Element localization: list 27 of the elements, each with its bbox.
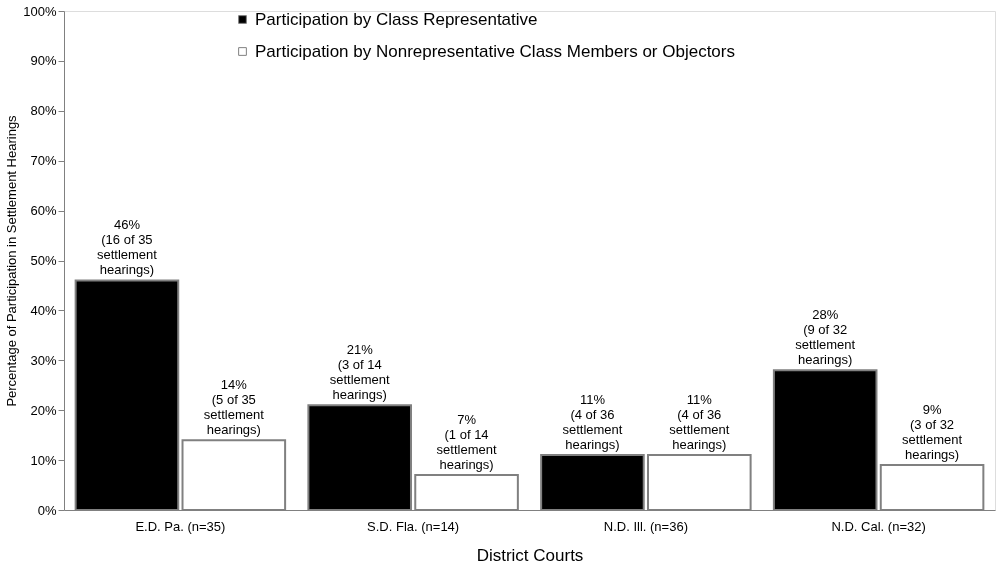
data-label: 28% (9 of 32 settlement hearings) bbox=[795, 307, 856, 368]
y-tick-label: 0% bbox=[37, 502, 57, 518]
data-label: 46% (16 of 35 settlement hearings) bbox=[96, 217, 158, 278]
y-tick-label: 80% bbox=[30, 103, 57, 119]
x-tick-label: N.D. Cal. (n=32) bbox=[831, 518, 926, 534]
y-tick-label: 100% bbox=[23, 3, 57, 19]
data-label: 9% (3 of 32 settlement hearings) bbox=[902, 402, 963, 463]
data-label: 14% (5 of 35 settlement hearings) bbox=[203, 377, 265, 438]
y-tick-label: 10% bbox=[30, 452, 57, 468]
x-axis-title: District Courts bbox=[476, 545, 584, 565]
y-tick-label: 30% bbox=[30, 352, 57, 368]
y-axis-title: Percentage of Participation in Settlement Hearings bbox=[4, 114, 20, 407]
data-label: 21% (3 of 14 settlement hearings) bbox=[329, 342, 391, 403]
y-tick-label: 50% bbox=[30, 253, 57, 268]
data-label: 11% (4 of 36 settlement hearings) bbox=[669, 392, 730, 453]
y-tick-label: 40% bbox=[30, 302, 57, 318]
y-tick-label: 70% bbox=[30, 153, 57, 169]
x-tick-label: S.D. Fla. (n=14) bbox=[367, 518, 460, 534]
y-tick-label: 60% bbox=[30, 203, 57, 219]
data-label: 11% (4 of 36 settlement hearings) bbox=[562, 392, 623, 453]
legend-label: Participation by Class Representative bbox=[255, 9, 538, 29]
legend-label: Participation by Nonrepresentative Class Members or Objectors bbox=[255, 41, 735, 61]
y-tick-label: 90% bbox=[30, 53, 57, 69]
x-tick-label: E.D. Pa. (n=35) bbox=[135, 518, 226, 534]
y-tick-label: 20% bbox=[30, 402, 57, 418]
x-tick-label: N.D. Ill. (n=36) bbox=[603, 518, 688, 534]
data-label: 7% (1 of 14 settlement hearings) bbox=[436, 412, 497, 473]
